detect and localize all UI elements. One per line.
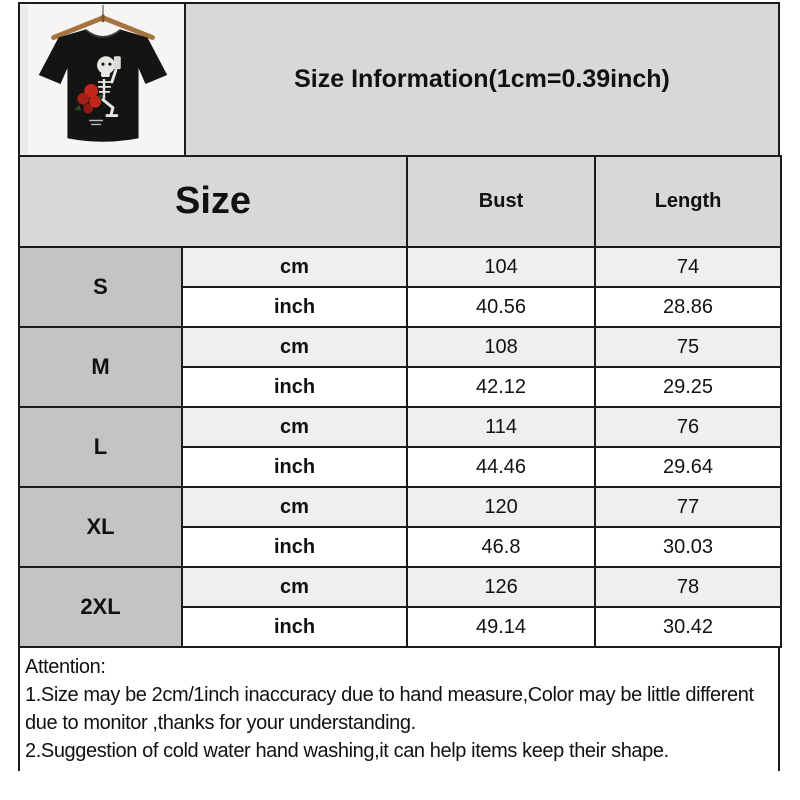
- unit-cell: inch: [180, 446, 409, 488]
- table-row: inch 44.46 29.64: [19, 446, 783, 488]
- unit-cell: cm: [180, 406, 409, 448]
- top-section: Size Information(1cm=0.39inch): [18, 2, 780, 155]
- unit-cell: inch: [180, 286, 409, 328]
- length-value: 30.42: [594, 606, 783, 648]
- size-label-m: M: [18, 326, 183, 408]
- length-value: 77: [594, 486, 783, 528]
- attention-note-1: 1.Size may be 2cm/1inch inaccuracy due t…: [25, 684, 754, 734]
- length-value: 75: [594, 326, 783, 368]
- skeleton-print-icon: [97, 56, 121, 118]
- bust-value: 108: [406, 326, 597, 368]
- bust-value: 104: [406, 246, 597, 288]
- length-value: 28.86: [594, 286, 783, 328]
- table-row: XL cm 120 77: [18, 486, 783, 568]
- unit-cell: inch: [180, 606, 409, 648]
- column-header-bust: Bust: [406, 155, 597, 248]
- roses-icon: [74, 83, 104, 114]
- bust-value: 42.12: [406, 366, 597, 408]
- table-header-row: Size Bust Length: [17, 155, 783, 248]
- length-value: 76: [594, 406, 783, 448]
- size-table: Size Bust Length S cm 104 74 inch 40.56 …: [17, 155, 783, 648]
- unit-cell: cm: [180, 566, 409, 608]
- size-label-xl: XL: [18, 486, 183, 568]
- unit-cell: inch: [180, 366, 409, 408]
- bust-value: 40.56: [406, 286, 597, 328]
- unit-cell: cm: [180, 246, 409, 288]
- size-label-s: S: [18, 246, 183, 328]
- column-header-length: Length: [594, 155, 783, 248]
- table-row: S cm 104 74: [18, 246, 783, 328]
- table-row: inch 46.8 30.03: [19, 526, 783, 568]
- attention-title: Attention:: [25, 656, 106, 678]
- bust-value: 49.14: [406, 606, 597, 648]
- length-value: 78: [594, 566, 783, 608]
- bust-value: 126: [406, 566, 597, 608]
- bust-value: 114: [406, 406, 597, 448]
- bust-value: 120: [406, 486, 597, 528]
- bust-value: 46.8: [406, 526, 597, 568]
- table-row: M cm 108 75: [18, 326, 783, 408]
- tshirt-graphic: [20, 4, 184, 155]
- length-value: 29.64: [594, 446, 783, 488]
- size-label-2xl: 2XL: [18, 566, 183, 648]
- size-label-l: L: [18, 406, 183, 488]
- table-row: inch 42.12 29.25: [19, 366, 783, 408]
- print-caption-marks: [89, 119, 103, 126]
- header-bar: Size Information(1cm=0.39inch): [186, 4, 778, 155]
- attention-section: Attention: 1.Size may be 2cm/1inch inacc…: [18, 648, 780, 771]
- attention-note-2: 2.Suggestion of cold water hand washing,…: [25, 740, 669, 762]
- bust-value: 44.46: [406, 446, 597, 488]
- table-row: L cm 114 76: [18, 406, 783, 488]
- unit-cell: cm: [180, 326, 409, 368]
- table-row: inch 49.14 30.42: [19, 606, 783, 648]
- table-row: inch 40.56 28.86: [19, 286, 783, 328]
- length-value: 30.03: [594, 526, 783, 568]
- unit-cell: cm: [180, 486, 409, 528]
- column-header-size: Size: [17, 155, 409, 248]
- size-chart-page: Size Information(1cm=0.39inch) Size Bust…: [17, 2, 783, 771]
- page-title: Size Information(1cm=0.39inch): [294, 65, 670, 93]
- unit-cell: inch: [180, 526, 409, 568]
- length-value: 29.25: [594, 366, 783, 408]
- length-value: 74: [594, 246, 783, 288]
- hanger-icon: [51, 4, 155, 40]
- table-row: 2XL cm 126 78: [18, 566, 783, 648]
- product-image: [20, 4, 186, 155]
